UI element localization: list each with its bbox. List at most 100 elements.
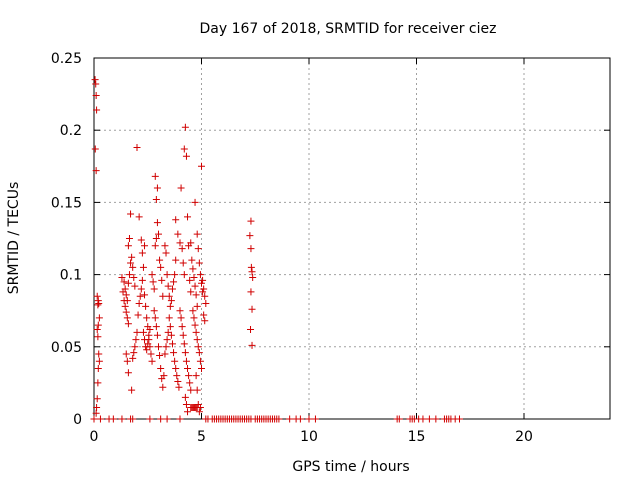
data-point [96, 415, 104, 423]
data-point [165, 292, 173, 300]
data-point [161, 350, 169, 358]
data-point [92, 92, 100, 100]
data-point [92, 409, 100, 417]
data-point [120, 278, 128, 286]
data-point [91, 76, 99, 84]
data-point [201, 317, 209, 325]
data-point [171, 357, 179, 365]
data-point [248, 268, 256, 276]
data-point [192, 291, 200, 299]
y-tick-label: 0.05 [51, 340, 82, 356]
data-point [247, 325, 255, 333]
data-point [181, 123, 189, 131]
data-point [134, 311, 142, 319]
data-point [178, 245, 186, 253]
data-point [162, 249, 170, 257]
data-point [118, 415, 126, 423]
data-point [195, 259, 203, 267]
x-axis-label: GPS time / hours [292, 459, 409, 475]
data-point [139, 263, 147, 271]
data-point [166, 302, 174, 310]
data-point [200, 311, 208, 319]
data-point [137, 285, 145, 293]
data-point [95, 314, 103, 322]
data-point [419, 415, 427, 423]
data-point [123, 357, 131, 365]
data-point [146, 415, 154, 423]
data-point [187, 288, 195, 296]
data-point [425, 415, 433, 423]
x-tick-label: 0 [90, 429, 99, 445]
data-point [123, 297, 131, 305]
data-point [172, 364, 180, 372]
data-point [176, 239, 184, 247]
data-point [121, 302, 129, 310]
data-point [247, 288, 255, 296]
data-point [129, 354, 137, 362]
data-point [198, 364, 205, 372]
data-point [122, 291, 130, 299]
data-point [181, 393, 189, 401]
data-point [149, 278, 157, 286]
data-point [123, 314, 131, 322]
data-point [94, 333, 102, 341]
data-point [168, 340, 176, 348]
data-point [150, 307, 158, 315]
x-tick-label: 15 [408, 429, 426, 445]
data-point [193, 302, 201, 310]
data-point [186, 379, 194, 387]
data-point [159, 292, 167, 300]
data-point [184, 408, 192, 416]
data-point [159, 383, 167, 391]
data-point [133, 328, 141, 336]
data-point [153, 331, 161, 339]
data-point [191, 198, 199, 206]
data-point [275, 415, 283, 423]
data-point [141, 291, 149, 299]
data-point [95, 299, 103, 307]
data-point [249, 273, 257, 281]
data-point [177, 314, 185, 322]
data-point [109, 415, 117, 423]
data-point [185, 372, 193, 380]
axis-ticks [93, 57, 610, 420]
data-point [143, 314, 151, 322]
data-point [146, 325, 154, 333]
data-point [133, 144, 141, 152]
data-point [173, 372, 181, 380]
data-point [174, 230, 182, 238]
data-point [156, 351, 164, 359]
data-point [196, 271, 204, 279]
data-point [94, 364, 102, 372]
data-point [456, 415, 463, 423]
data-point [179, 259, 187, 267]
data-point [93, 106, 101, 114]
data-point [172, 256, 180, 264]
data-point [172, 216, 180, 224]
data-point [286, 415, 294, 423]
data-point [163, 415, 171, 423]
data-point [198, 279, 205, 287]
y-axis-label: SRMTID / TECUs [6, 182, 22, 295]
data-point [151, 314, 159, 322]
data-point [152, 196, 160, 204]
data-point [199, 276, 207, 284]
data-point [188, 256, 196, 264]
data-point [179, 331, 187, 339]
data-point [190, 273, 198, 281]
data-point [180, 145, 188, 153]
data-point [190, 314, 198, 322]
data-point [127, 259, 135, 267]
data-point [167, 297, 175, 305]
data-point [247, 245, 255, 253]
data-point [94, 321, 102, 329]
data-point [162, 343, 170, 351]
data-point [157, 263, 165, 271]
x-tick-label: 20 [515, 429, 533, 445]
data-point [94, 379, 102, 387]
data-point [132, 336, 140, 344]
data-point [147, 350, 155, 358]
data-point [142, 302, 150, 310]
data-point [171, 271, 179, 279]
data-point [202, 299, 210, 307]
